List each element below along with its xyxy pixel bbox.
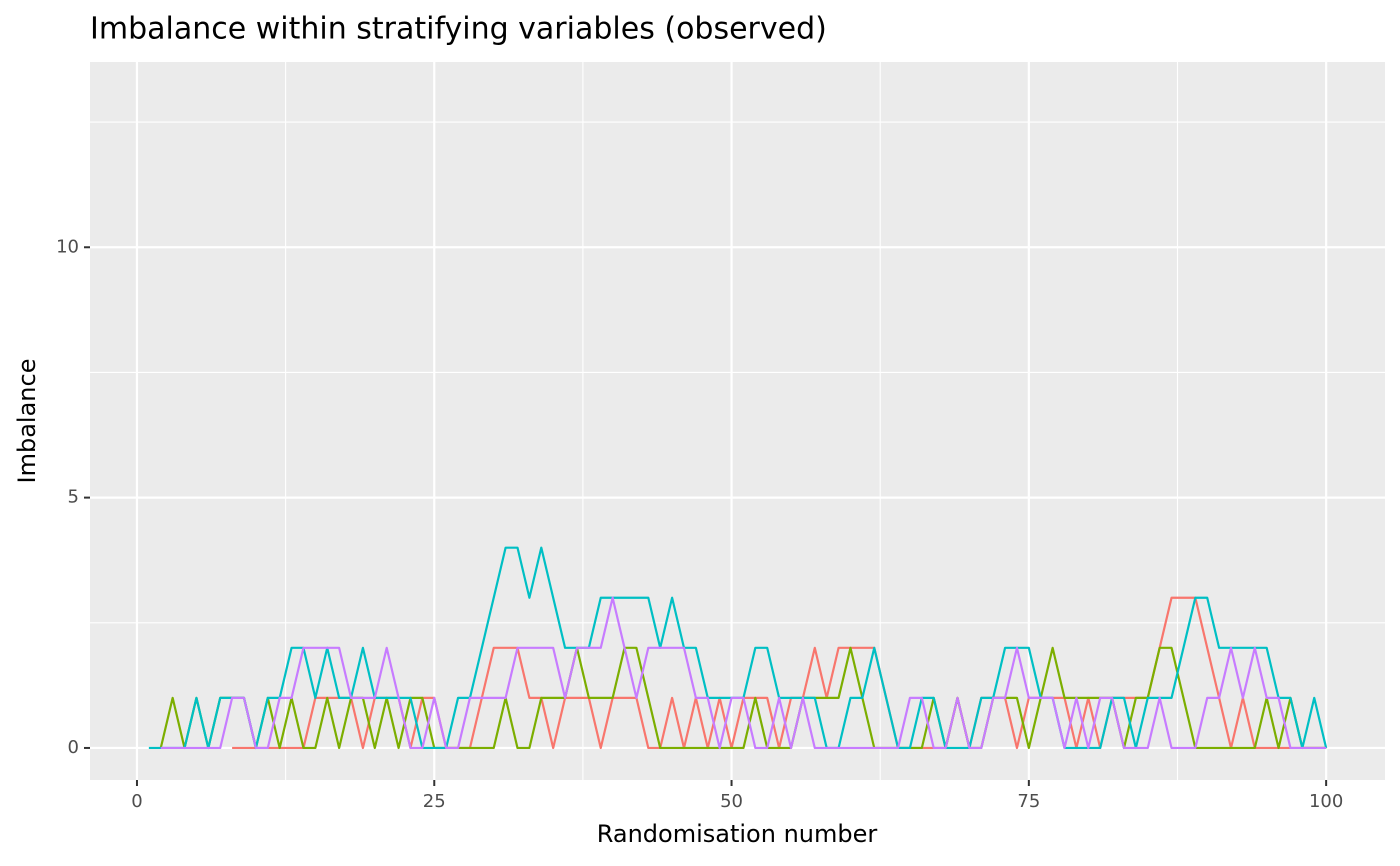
x-tick-label: 100 [1309,791,1343,812]
y-tick-label: 5 [68,487,79,508]
x-tick-label: 25 [423,791,446,812]
y-tick-label: 10 [56,236,79,257]
x-tick-label: 0 [131,791,142,812]
series-line [160,596,1327,750]
plot-panel [90,62,1385,780]
x-tick-label: 75 [1017,791,1040,812]
x-tick-label: 50 [720,791,743,812]
grid [90,62,1385,780]
y-tick-label: 0 [68,737,79,758]
x-axis-title: Randomisation number [597,820,878,848]
y-axis-title: Imbalance [13,359,41,484]
lines [148,546,1328,750]
chart-title: Imbalance within stratifying variables (… [90,12,827,47]
